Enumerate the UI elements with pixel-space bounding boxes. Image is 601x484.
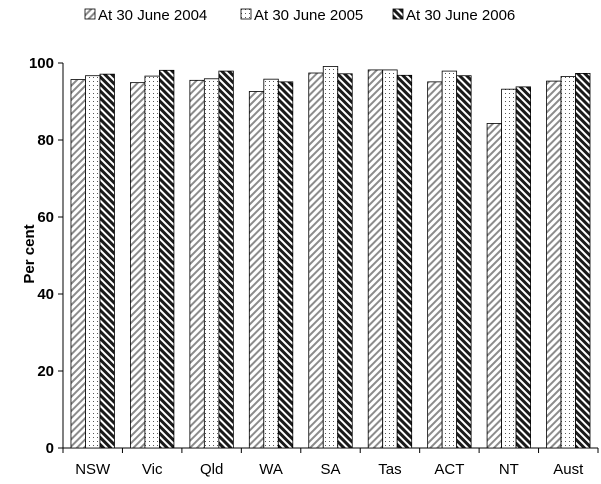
bar	[396, 74, 413, 449]
bar	[322, 66, 339, 449]
bar	[441, 70, 458, 449]
y-tick-label: 60	[37, 209, 54, 226]
bar	[218, 70, 234, 449]
bars-group	[70, 66, 591, 449]
bar	[486, 123, 502, 449]
bar	[248, 91, 265, 449]
bar	[308, 72, 324, 449]
x-tick-label: Vic	[142, 461, 163, 478]
bar	[367, 69, 384, 449]
bar	[159, 69, 175, 449]
bar	[130, 82, 146, 449]
bar	[427, 81, 443, 449]
y-tick-label: 0	[46, 440, 54, 457]
legend-swatch	[392, 8, 404, 20]
x-tick-label: NT	[499, 461, 519, 478]
x-tick-label: WA	[259, 461, 283, 478]
y-axis-title: Per cent	[21, 224, 38, 283]
bar	[144, 75, 160, 449]
legend-label: At 30 June 2004	[98, 7, 207, 24]
y-tick-label: 100	[29, 55, 54, 72]
bar	[382, 69, 398, 449]
bar	[70, 79, 86, 449]
legend-label: At 30 June 2005	[254, 7, 363, 24]
legend: At 30 June 2004 At 30 June 2005 At 30 June…	[84, 7, 515, 24]
bar	[189, 79, 205, 449]
bar	[546, 80, 562, 449]
bar	[277, 81, 294, 449]
y-tick-label: 40	[37, 286, 54, 303]
bar	[99, 73, 115, 449]
bar	[515, 86, 531, 449]
bar	[501, 88, 517, 449]
y-tick-label: 20	[37, 363, 54, 380]
x-tick-label: Aust	[553, 461, 584, 478]
y-tick-label: 80	[37, 132, 54, 149]
bar	[456, 75, 472, 449]
y-axis: 0 20 40 60 80 100	[29, 55, 64, 457]
x-tick-label: Tas	[378, 461, 401, 478]
legend-swatch	[84, 8, 96, 20]
x-tick-label: SA	[320, 461, 340, 478]
x-tick-label: NSW	[75, 461, 111, 478]
bar	[203, 78, 220, 449]
x-tick-label: Qld	[200, 461, 223, 478]
bar	[575, 72, 591, 449]
bar	[85, 75, 101, 449]
x-axis: NSW Vic Qld WA SA Tas ACT NT Aust	[62, 447, 599, 478]
legend-label: At 30 June 2006	[406, 7, 515, 24]
bar	[560, 76, 576, 449]
legend-swatch	[240, 8, 252, 20]
bar	[337, 73, 353, 449]
x-tick-label: ACT	[434, 461, 464, 478]
bar	[263, 78, 279, 449]
